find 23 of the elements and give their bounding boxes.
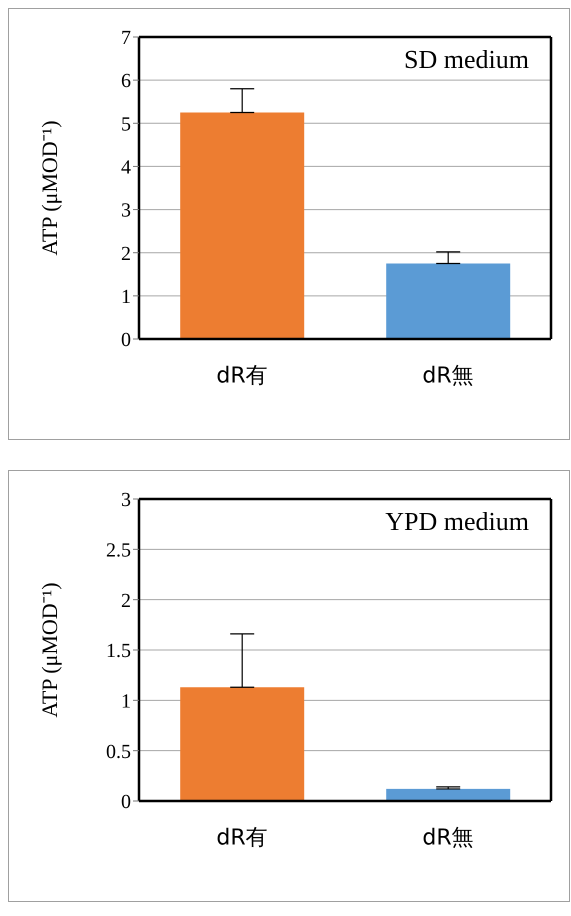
- chart-title: YPD medium: [385, 507, 529, 537]
- y-tick-label: 2.5: [106, 539, 131, 562]
- y-axis-title: ATP (μMOD⁻¹): [36, 582, 62, 718]
- y-tick-label: 1: [121, 286, 131, 308]
- x-tick-label: dR無: [422, 826, 474, 851]
- y-tick-label: 0: [121, 791, 131, 814]
- x-tick-label: dR無: [422, 364, 474, 389]
- y-tick-label: 1: [121, 690, 131, 712]
- y-tick-label: 0.5: [106, 740, 131, 763]
- y-tick-label: 2: [121, 242, 131, 265]
- y-tick-label: 6: [121, 70, 131, 92]
- y-tick-label: 0: [121, 329, 131, 352]
- y-tick-label: 2: [121, 590, 131, 612]
- x-tick-label: dR有: [216, 826, 268, 851]
- y-tick-label: 3: [121, 200, 131, 222]
- x-tick-label: dR有: [216, 364, 268, 389]
- y-tick-label: 1.5: [106, 640, 131, 662]
- y-tick-label: 4: [121, 156, 131, 179]
- y-tick-label: 3: [121, 489, 131, 512]
- chart-title: SD medium: [404, 45, 529, 75]
- y-tick-label: 5: [121, 113, 131, 136]
- y-tick-label: 7: [121, 27, 131, 50]
- y-axis-title: ATP (μMOD⁻¹): [36, 120, 62, 256]
